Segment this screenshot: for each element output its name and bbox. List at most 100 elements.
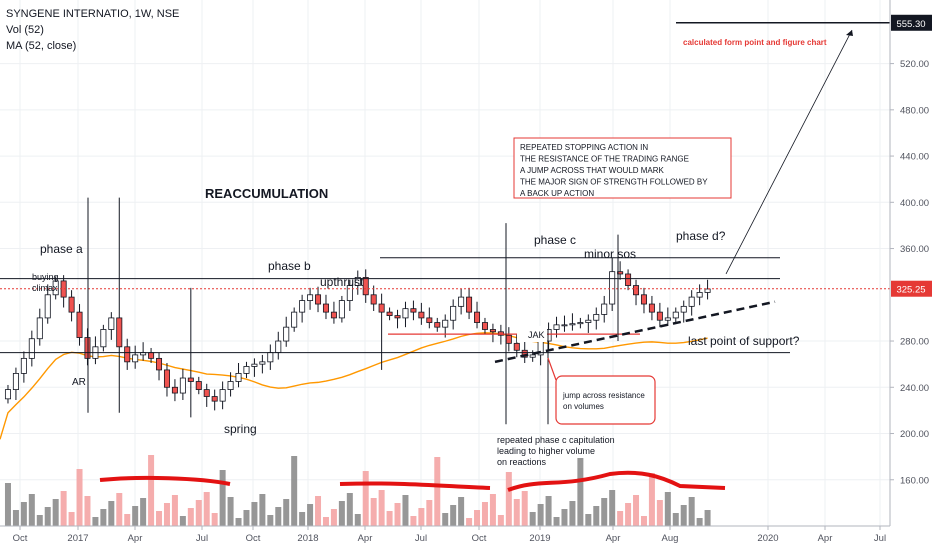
candle-body[interactable] xyxy=(163,369,170,388)
candle-body[interactable] xyxy=(187,377,194,382)
candle-body[interactable] xyxy=(132,354,139,363)
candle-body[interactable] xyxy=(148,352,155,359)
candle-body[interactable] xyxy=(410,308,417,313)
candle-body[interactable] xyxy=(68,296,75,313)
candle-body[interactable] xyxy=(299,300,306,313)
candle-body[interactable] xyxy=(322,303,329,313)
annotation-label[interactable]: spring xyxy=(224,422,257,436)
candle-body[interactable] xyxy=(36,317,43,340)
candle-body[interactable] xyxy=(283,326,290,342)
candle-body[interactable] xyxy=(513,342,520,351)
candle-body[interactable] xyxy=(569,323,576,326)
candle-body[interactable] xyxy=(640,294,647,305)
candle-body[interactable] xyxy=(338,300,345,319)
candle-body[interactable] xyxy=(219,389,226,402)
annotation-label[interactable]: repeated phase c capitulation xyxy=(497,435,615,445)
candle-body[interactable] xyxy=(211,396,218,402)
candle-body[interactable] xyxy=(28,338,35,359)
annotation-label[interactable]: calculated form point and figure chart xyxy=(683,38,827,47)
candle-body[interactable] xyxy=(450,305,457,321)
candle-body[interactable] xyxy=(235,373,242,382)
candle-body[interactable] xyxy=(315,294,322,305)
candle-body[interactable] xyxy=(402,308,409,319)
candle-body[interactable] xyxy=(52,280,59,296)
candle-body[interactable] xyxy=(442,319,449,328)
candle-body[interactable] xyxy=(688,296,695,307)
annotation-label[interactable]: on reactions xyxy=(497,457,547,467)
candle-body[interactable] xyxy=(426,317,433,323)
time-axis[interactable] xyxy=(0,526,932,550)
candle-body[interactable] xyxy=(116,317,123,348)
candle-body[interactable] xyxy=(593,314,600,321)
candle-body[interactable] xyxy=(362,277,369,296)
candle-body[interactable] xyxy=(195,381,202,390)
annotation-label[interactable]: leading to higher volume xyxy=(497,446,595,456)
candle-body[interactable] xyxy=(251,363,258,367)
candle-body[interactable] xyxy=(434,322,441,328)
candle-body[interactable] xyxy=(203,389,210,397)
candle-body[interactable] xyxy=(505,334,512,344)
candle-body[interactable] xyxy=(4,389,11,400)
candle-body[interactable] xyxy=(378,303,385,313)
candle-body[interactable] xyxy=(625,273,632,286)
candle-body[interactable] xyxy=(609,271,616,305)
candle-body[interactable] xyxy=(275,340,282,353)
candle-body[interactable] xyxy=(386,311,393,316)
annotation-label[interactable]: phase c xyxy=(534,233,576,247)
candle-body[interactable] xyxy=(259,361,266,365)
candle-body[interactable] xyxy=(656,311,663,321)
annotation-label[interactable]: REACCUMULATION xyxy=(205,186,328,201)
candle-body[interactable] xyxy=(156,357,163,371)
note-box-line[interactable]: THE RESISTANCE OF THE TRADING RANGE xyxy=(520,155,689,164)
candle-body[interactable] xyxy=(474,311,481,323)
annotation-label[interactable]: AR xyxy=(72,377,86,388)
candle-body[interactable] xyxy=(481,322,488,330)
candle-body[interactable] xyxy=(76,311,83,338)
candle-body[interactable] xyxy=(704,288,711,293)
annotation-label[interactable]: minor sos xyxy=(584,247,636,261)
candle-body[interactable] xyxy=(458,296,465,307)
candle-body[interactable] xyxy=(171,386,178,394)
candle-body[interactable] xyxy=(529,354,536,358)
annotation-label[interactable]: on volumes xyxy=(563,402,604,411)
annotation-label[interactable]: phase b xyxy=(268,259,311,273)
candle-body[interactable] xyxy=(227,381,234,390)
candle-body[interactable] xyxy=(370,294,377,305)
price-axis[interactable] xyxy=(890,0,932,526)
candle-body[interactable] xyxy=(466,296,473,313)
candle-body[interactable] xyxy=(553,324,560,330)
note-box-line[interactable]: REPEATED STOPPING ACTION IN xyxy=(520,143,648,152)
candle-body[interactable] xyxy=(664,317,671,321)
candle-body[interactable] xyxy=(648,303,655,313)
candle-body[interactable] xyxy=(44,294,51,319)
candle-body[interactable] xyxy=(346,285,353,301)
candle-body[interactable] xyxy=(561,324,568,327)
candle-body[interactable] xyxy=(84,337,91,359)
candle-body[interactable] xyxy=(124,346,131,363)
note-box-line[interactable]: A BACK UP ACTION xyxy=(520,189,594,198)
candle-body[interactable] xyxy=(100,329,107,348)
candle-body[interactable] xyxy=(585,319,592,323)
note-box-line[interactable]: THE MAJOR SIGN OF STRENGTH FOLLOWED BY xyxy=(520,178,708,187)
candle-body[interactable] xyxy=(12,373,19,390)
candle-body[interactable] xyxy=(601,303,608,315)
symbol-title[interactable]: SYNGENE INTERNATIO, 1W, NSE xyxy=(6,8,180,20)
candle-body[interactable] xyxy=(633,285,640,296)
candle-body[interactable] xyxy=(267,352,274,363)
candle-body[interactable] xyxy=(354,277,361,286)
candle-body[interactable] xyxy=(20,357,27,374)
candle-body[interactable] xyxy=(696,292,703,298)
candle-body[interactable] xyxy=(291,311,298,328)
annotation-label[interactable]: last point of support? xyxy=(688,334,800,348)
candle-body[interactable] xyxy=(179,377,186,394)
annotation-label[interactable]: buying xyxy=(32,272,59,282)
annotation-label[interactable]: climax xyxy=(32,283,58,293)
candle-body[interactable] xyxy=(330,311,337,319)
candle-body[interactable] xyxy=(672,311,679,319)
candle-body[interactable] xyxy=(307,294,314,301)
candle-body[interactable] xyxy=(394,315,401,319)
annotation-label[interactable]: upthrust xyxy=(320,275,364,289)
volume-indicator-label[interactable]: Vol (52) xyxy=(6,24,44,36)
candle-body[interactable] xyxy=(577,322,584,325)
